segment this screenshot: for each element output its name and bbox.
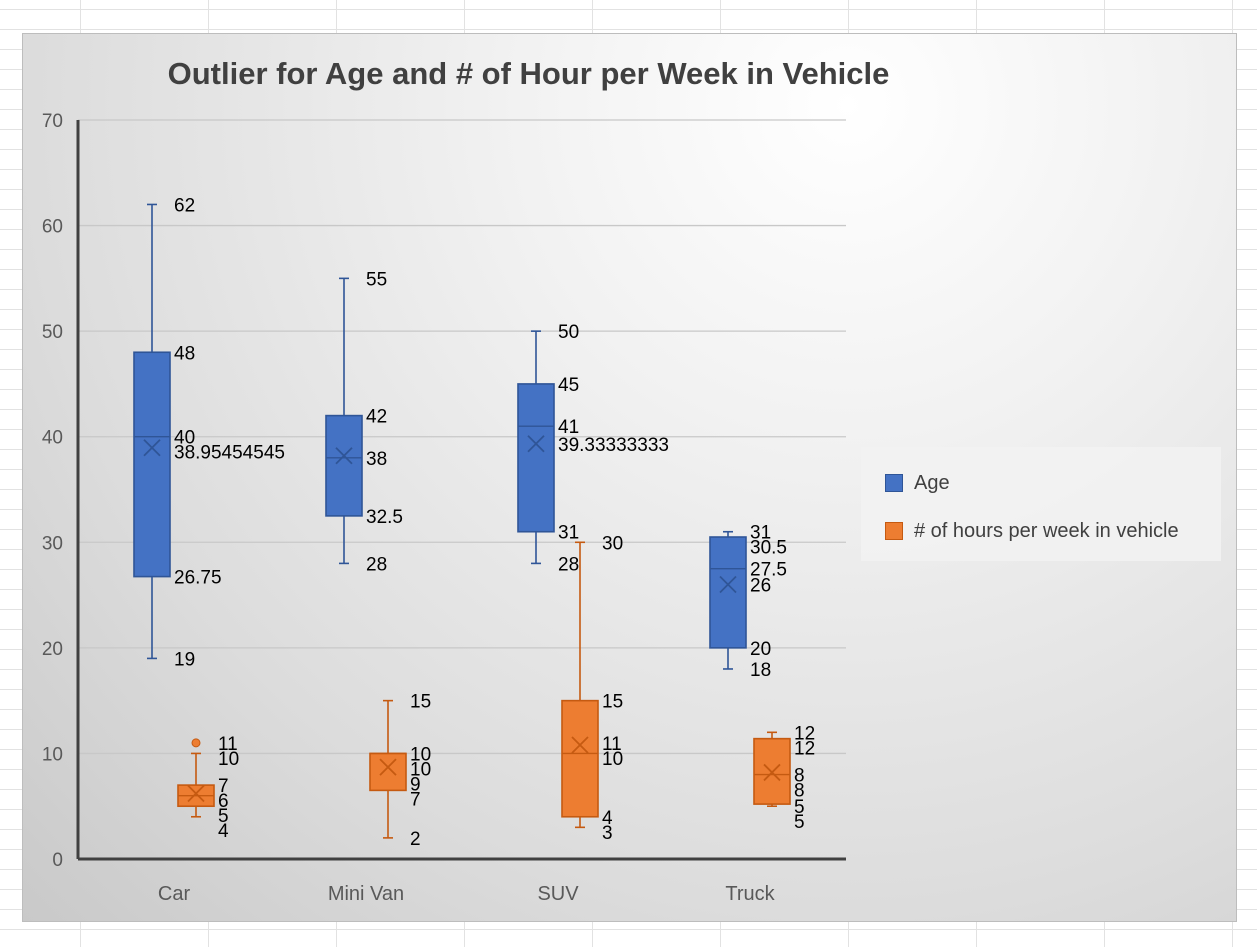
chart-legend[interactable]: Age # of hours per week in vehicle <box>861 447 1221 561</box>
y-tick-label: 70 <box>42 111 63 132</box>
data-label-age: 41 <box>558 417 579 438</box>
mean-marker-hours <box>763 763 781 782</box>
chart-area[interactable]: Outlier for Age and # of Hour per Week i… <box>22 33 1237 922</box>
data-label-age: 48 <box>174 343 195 364</box>
data-label-age: 27.5 <box>750 560 787 581</box>
data-label-age: 28 <box>558 554 579 575</box>
data-label-age: 26.75 <box>174 568 222 589</box>
mean-marker-hours <box>187 784 205 803</box>
data-label-hours: 5 <box>794 797 805 818</box>
data-label-hours: 11 <box>218 734 238 755</box>
data-label-age: 55 <box>366 269 387 290</box>
data-label-hours: 8 <box>794 766 805 787</box>
mean-marker-age <box>719 575 737 594</box>
data-label-age: 32.5 <box>366 507 403 528</box>
data-label-age: 42 <box>366 407 387 428</box>
mean-marker-hours <box>379 758 397 776</box>
legend-item-age: Age <box>885 470 950 496</box>
chart-title: Outlier for Age and # of Hour per Week i… <box>167 56 890 91</box>
data-label-hours: 10 <box>410 759 431 780</box>
y-tick-label: 50 <box>42 322 63 343</box>
data-label-age: 18 <box>750 660 771 681</box>
data-label-hours: 8 <box>794 781 805 802</box>
outlier-point-hours <box>191 738 201 748</box>
data-label-hours: 5 <box>794 812 805 833</box>
data-label-hours: 4 <box>602 808 613 829</box>
data-label-age: 31 <box>750 523 771 544</box>
data-label-hours: 12 <box>794 738 815 759</box>
data-label-age: 39.33333333 <box>558 435 669 456</box>
x-tick-label: SUV <box>537 883 579 905</box>
mean-marker-age <box>143 439 161 457</box>
data-label-hours: 9 <box>410 774 421 795</box>
data-label-hours: 7 <box>218 776 229 797</box>
data-label-age: 28 <box>366 554 387 575</box>
legend-swatch-age <box>885 474 903 492</box>
data-label-age: 31 <box>558 523 579 544</box>
y-tick-label: 0 <box>52 850 63 871</box>
data-label-age: 50 <box>558 322 579 343</box>
box-age <box>709 536 747 649</box>
data-label-age: 38 <box>366 449 387 470</box>
x-tick-label: Car <box>158 883 191 905</box>
data-label-hours: 7 <box>410 789 421 810</box>
data-label-age: 62 <box>174 195 195 216</box>
box-hours <box>369 752 407 792</box>
data-label-age: 26 <box>750 576 771 597</box>
box-age <box>133 351 171 578</box>
data-label-hours: 15 <box>410 692 431 713</box>
data-label-hours: 10 <box>602 749 623 770</box>
data-label-age: 38.95454545 <box>174 443 285 464</box>
y-tick-label: 30 <box>42 533 63 554</box>
data-label-hours: 5 <box>218 806 229 827</box>
legend-item-hours: # of hours per week in vehicle <box>885 518 1179 544</box>
data-label-hours: 15 <box>602 692 623 713</box>
data-label-hours: 3 <box>602 823 613 844</box>
y-tick-label: 10 <box>42 744 63 765</box>
data-label-hours: 10 <box>218 749 239 770</box>
mean-marker-age <box>527 435 545 453</box>
data-label-age: 19 <box>174 649 195 670</box>
legend-label-age: Age <box>914 471 950 494</box>
data-label-hours: 10 <box>410 744 431 765</box>
data-label-hours: 30 <box>602 533 623 554</box>
box-hours <box>561 699 599 818</box>
y-tick-label: 60 <box>42 217 63 238</box>
data-label-age: 40 <box>174 428 195 449</box>
data-label-age: 20 <box>750 639 771 660</box>
x-tick-label: Truck <box>725 883 775 905</box>
mean-marker-age <box>335 447 353 465</box>
x-tick-label: Mini Van <box>328 883 404 905</box>
data-label-hours: 4 <box>218 821 229 842</box>
box-age <box>325 414 363 517</box>
data-label-age: 30.5 <box>750 538 787 559</box>
y-tick-label: 40 <box>42 428 63 449</box>
legend-swatch-hours <box>885 522 903 540</box>
mean-marker-hours <box>571 736 589 754</box>
data-label-hours: 11 <box>602 734 622 755</box>
data-label-age: 45 <box>558 375 579 396</box>
data-label-hours: 2 <box>410 829 421 850</box>
legend-label-hours: # of hours per week in vehicle <box>914 519 1179 542</box>
data-label-hours: 6 <box>218 791 229 812</box>
box-age <box>517 383 555 533</box>
y-tick-label: 20 <box>42 639 63 660</box>
data-label-hours: 12 <box>794 723 815 744</box>
